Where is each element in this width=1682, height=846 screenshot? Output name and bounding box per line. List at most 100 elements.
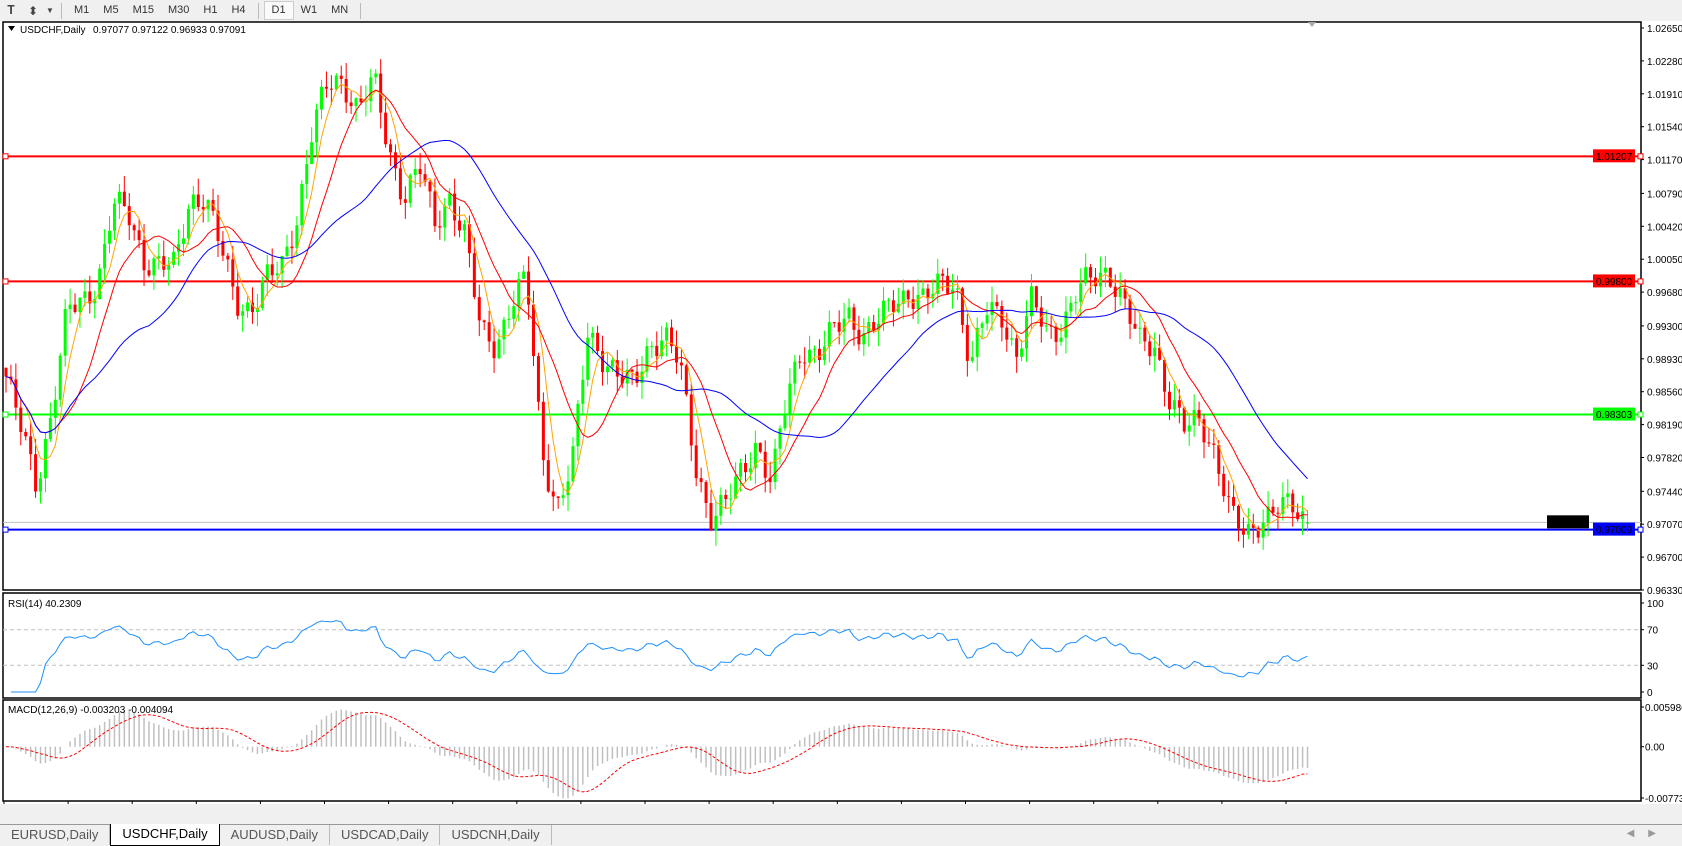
candle-body [1074, 302, 1078, 304]
candle-body [127, 206, 131, 226]
candle-body [827, 322, 831, 347]
tab-usdchf[interactable]: USDCHF,Daily [110, 824, 220, 846]
candle-body [670, 327, 674, 347]
candle-body [241, 311, 245, 316]
timeframe-mn[interactable]: MN [331, 4, 349, 16]
candle-body [926, 288, 930, 299]
candle-body [73, 304, 77, 313]
candle-body [951, 289, 955, 294]
collapse-triangle-icon[interactable] [8, 26, 15, 31]
candle-body [936, 273, 940, 294]
tab-audusd[interactable]: AUDUSD,Daily [220, 825, 331, 845]
line-anchor-handle [1637, 278, 1644, 285]
main-panel-frame [2, 21, 1642, 591]
timeframe-h4[interactable]: H4 [231, 4, 246, 16]
candle-body [640, 371, 644, 383]
candle-body [339, 75, 343, 80]
chart-window[interactable]: 1.02650 1.02280 1.01910 1.01540 1.01170 1.007… [0, 21, 1682, 804]
candle-body [946, 275, 950, 294]
candle-body [763, 451, 767, 478]
candle-body [162, 256, 166, 270]
candle-body [24, 431, 28, 437]
candle-body [921, 288, 925, 296]
price-tick-label: 0.97820 [1647, 454, 1682, 465]
candle-body [1069, 302, 1073, 312]
candle-body [684, 365, 688, 395]
timeframe-m5[interactable]: M5 [103, 4, 119, 16]
candle-body [1153, 347, 1157, 357]
candle-body [862, 333, 866, 345]
price-tick-label: 1.01540 [1647, 123, 1682, 134]
price-tick-label: 1.01910 [1647, 90, 1682, 101]
candle-body [985, 315, 989, 324]
macd-header: MACD(12,26,9) -0.003203 -0.004094 [8, 705, 174, 716]
candle-body [620, 376, 624, 384]
candle-body [423, 174, 427, 182]
candle-body [112, 203, 116, 231]
tab-eurusd[interactable]: EURUSD,Daily [0, 825, 111, 845]
current-price-tag [1547, 515, 1589, 529]
scroll-left-icon[interactable]: ◀ [1626, 828, 1649, 839]
line-anchor-handle [1637, 153, 1644, 160]
candle-body [324, 86, 328, 89]
chart-header-ohlc: 0.97077 0.97122 0.96933 0.97091 [93, 25, 246, 36]
candle-body [980, 323, 984, 328]
candle-body [734, 476, 738, 499]
candle-body [1113, 286, 1117, 297]
candle-body [167, 264, 171, 270]
candle-body [753, 442, 757, 469]
candle-body [817, 348, 821, 361]
candle-body [714, 515, 718, 531]
rsi-line [10, 620, 1308, 693]
tab-scroll-arrows[interactable]: ◀▶ [1627, 828, 1670, 839]
candle-body [458, 220, 462, 231]
candle-body [236, 286, 240, 316]
tab-usdcnh[interactable]: USDCNH,Daily [440, 825, 552, 845]
candle-body [246, 302, 250, 312]
rsi-panel-frame [2, 592, 1642, 699]
candle-body [842, 318, 846, 332]
candle-body [1241, 528, 1245, 535]
rsi-header: RSI(14) 40.2309 [8, 599, 82, 610]
price-tick-label: 0.97440 [1647, 487, 1682, 498]
candle-body [1059, 337, 1063, 342]
candle-body [645, 346, 649, 372]
timeframe-h1[interactable]: H1 [203, 4, 218, 16]
candle-body [1103, 267, 1107, 273]
candle-body [596, 332, 600, 352]
candle-body [886, 300, 890, 302]
price-tag [1593, 149, 1635, 163]
candle-body [295, 225, 299, 249]
candle-body [98, 268, 102, 300]
tab-usdcad[interactable]: USDCAD,Daily [330, 825, 441, 845]
candle-body [803, 362, 807, 364]
price-tick-label: 1.02650 [1647, 24, 1682, 35]
candle-body [852, 307, 856, 330]
chart-type-icon[interactable]: ⬍ [27, 3, 39, 18]
timeframe-d1[interactable]: D1 [263, 1, 294, 20]
candle-body [615, 360, 619, 377]
candle-body [122, 191, 126, 207]
candle-body [748, 468, 752, 473]
candle-body [1291, 493, 1295, 513]
candle-body [88, 291, 92, 304]
timeframe-m15[interactable]: M15 [132, 4, 154, 16]
candle-body [1025, 316, 1029, 349]
timeframe-m1[interactable]: M1 [74, 4, 90, 16]
dropdown-arrow-icon[interactable]: ▼ [46, 6, 54, 15]
candle-body [448, 193, 452, 206]
timeframe-w1[interactable]: W1 [300, 4, 318, 16]
candle-body [699, 478, 703, 483]
candle-body [108, 230, 112, 244]
candle-body [793, 361, 797, 384]
candle-body [916, 295, 920, 309]
chart-canvas[interactable]: 1.02650 1.02280 1.01910 1.01540 1.01170 1.007… [0, 21, 1682, 804]
candle-body [891, 300, 895, 312]
text-tool-icon[interactable]: 𝐓 [7, 3, 15, 17]
candle-body [43, 439, 47, 479]
candle-body [709, 503, 713, 531]
scroll-right-icon[interactable]: ▶ [1648, 828, 1670, 839]
candle-body [418, 168, 422, 175]
timeframe-m30[interactable]: M30 [167, 4, 190, 16]
candle-body [251, 302, 254, 313]
